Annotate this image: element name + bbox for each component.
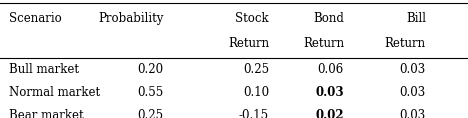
Text: Bill: Bill: [406, 12, 426, 25]
Text: Bull market: Bull market: [9, 63, 80, 76]
Text: 0.03: 0.03: [400, 109, 426, 118]
Text: 0.03: 0.03: [315, 86, 344, 99]
Text: 0.03: 0.03: [400, 63, 426, 76]
Text: Bond: Bond: [313, 12, 344, 25]
Text: Normal market: Normal market: [9, 86, 101, 99]
Text: 0.10: 0.10: [243, 86, 269, 99]
Text: 0.20: 0.20: [138, 63, 164, 76]
Text: 0.55: 0.55: [138, 86, 164, 99]
Text: Scenario: Scenario: [9, 12, 62, 25]
Text: Return: Return: [228, 37, 269, 50]
Text: 0.03: 0.03: [400, 86, 426, 99]
Text: Probability: Probability: [98, 12, 164, 25]
Text: 0.25: 0.25: [138, 109, 164, 118]
Text: Return: Return: [303, 37, 344, 50]
Text: -0.15: -0.15: [239, 109, 269, 118]
Text: Bear market: Bear market: [9, 109, 84, 118]
Text: 0.02: 0.02: [315, 109, 344, 118]
Text: Return: Return: [385, 37, 426, 50]
Text: Stock: Stock: [235, 12, 269, 25]
Text: 0.25: 0.25: [243, 63, 269, 76]
Text: 0.06: 0.06: [318, 63, 344, 76]
